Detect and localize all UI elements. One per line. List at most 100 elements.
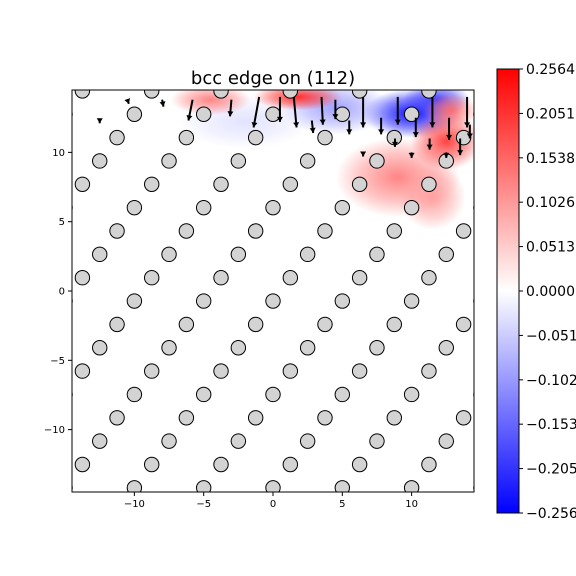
atom [92,246,108,263]
atom [455,316,472,333]
atom [334,293,351,309]
x-tick-label: 5 [339,499,345,510]
y-tick-label: −10 [44,425,65,436]
atom [72,110,73,118]
displacement-arrow [457,138,464,156]
atom [247,410,264,426]
colorbar-tick-label: −0.0513 [526,328,576,344]
x-tick-label: 10 [405,499,418,510]
atom [72,391,73,398]
atom [351,176,368,193]
displacement-arrow [443,152,450,158]
atom [317,410,333,426]
colorbar-ticks: 0.2564 0.2051 0.1538 0.1026 0.0513 0.0000 −0.0… [519,62,576,522]
atom [143,456,160,473]
atom [421,90,437,99]
color-field-blob [399,163,466,231]
atom [265,386,281,403]
atom [161,340,177,356]
displacement-arrow [96,118,103,124]
displacement-arrow [276,96,283,122]
atom [438,340,454,356]
atom [74,90,91,99]
atom [213,456,229,473]
atom [213,363,229,379]
atom [369,153,385,169]
atom [438,246,454,263]
atom [265,480,281,492]
atom [74,456,91,473]
atom [72,204,73,212]
chart-title: bcc edge on (112) [191,68,355,89]
atom [126,480,143,492]
displacement-arrow [159,99,166,107]
colorbar-tick-label: −0.2564 [526,506,576,522]
atom [386,410,403,426]
atom [386,223,403,239]
atom [213,269,229,286]
atom [299,246,316,263]
atom [230,153,247,169]
atom [473,204,474,212]
atom [109,223,125,239]
color-field-blob [253,90,343,111]
atom [421,269,437,286]
x-tick-label: −10 [124,499,145,510]
arrow-layer [96,96,473,158]
atom [473,391,474,398]
atom [282,363,299,379]
atom [351,269,368,286]
atom [161,246,177,263]
atom [230,246,247,263]
atom [195,480,212,492]
x-axis: −10 −5 0 5 10 [124,492,418,510]
displacement-arrow [360,96,367,128]
atom [265,199,281,216]
displacement-arrow [394,96,401,125]
y-tick-label: 5 [59,217,65,228]
atom [473,297,474,305]
atom [351,456,368,473]
atom [195,106,212,122]
atom [334,480,351,492]
atom [230,433,247,449]
displacement-arrow [124,98,131,105]
atom [317,129,333,146]
atom [144,90,160,99]
y-tick-label: 10 [52,148,65,159]
colorbar-tick-label: 0.0000 [526,284,575,300]
displacement-arrow [346,120,353,135]
displacement-arrow [466,124,473,139]
atom [369,246,385,263]
colorbar-tick-label: 0.0513 [526,240,575,256]
atom [126,293,143,309]
atom [265,106,281,122]
atom [351,363,368,379]
displacement-arrow [429,96,436,128]
atom [161,433,177,449]
atom [74,363,91,379]
atom [299,433,316,449]
atom [247,223,264,239]
atom [143,363,160,379]
atom [403,386,420,403]
atom [421,176,437,193]
displacement-arrow [464,96,471,128]
atom [126,106,143,122]
y-tick-label: 0 [59,287,65,298]
atom [473,110,474,118]
atom [455,129,472,146]
atom [299,340,316,356]
atom [74,176,91,193]
atom [161,153,177,169]
displacement-arrow [360,151,367,157]
atom [351,90,368,99]
atom [195,293,212,309]
atom [247,129,264,146]
displacement-arrow [319,96,326,125]
displacement-arrow [251,96,261,128]
displacement-arrow [378,117,385,135]
displacement-arrow [332,99,339,120]
y-axis: −10 −5 0 5 10 [44,148,72,436]
